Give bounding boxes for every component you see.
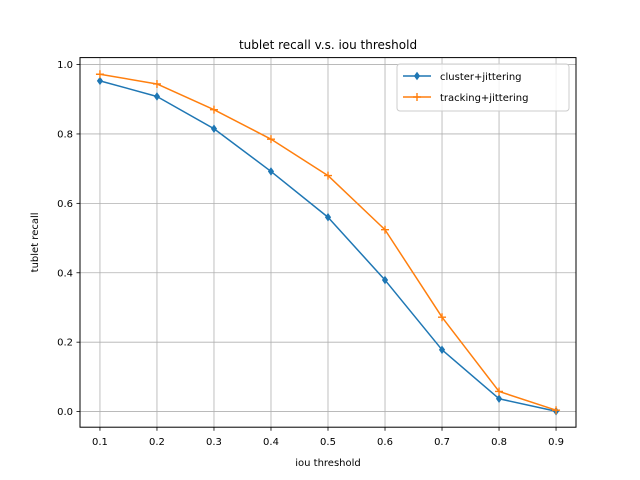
x-tick-label: 0.4: [263, 437, 279, 448]
data-point: [266, 135, 275, 144]
x-axis-ticks: 0.1 0.2 0.3 0.4 0.5 0.6 0.7 0.8 0.9: [92, 427, 564, 448]
data-point: [96, 76, 104, 86]
data-point: [152, 79, 161, 88]
y-tick-label: 0.8: [57, 129, 73, 140]
legend: cluster+jittering tracking+jittering: [396, 63, 570, 112]
legend-label: cluster+jittering: [440, 72, 522, 83]
data-point: [438, 313, 447, 322]
x-tick-label: 0.2: [149, 437, 165, 448]
x-axis-label: iou threshold: [295, 458, 361, 469]
x-tick-label: 0.3: [206, 437, 222, 448]
legend-entry: cluster+jittering: [403, 71, 522, 83]
data-point: [153, 92, 161, 101]
data-point: [438, 345, 446, 355]
chart-title: tublet recall v.s. iou threshold: [239, 38, 417, 52]
x-tick-label: 0.7: [434, 437, 450, 448]
data-point: [95, 70, 104, 79]
series-cluster-jittering: [96, 76, 560, 416]
grid-lines: [80, 57, 576, 428]
x-tick-label: 0.1: [92, 437, 108, 448]
x-tick-label: 0.5: [320, 437, 336, 448]
x-tick-label: 0.9: [548, 437, 564, 448]
x-tick-label: 0.6: [377, 437, 393, 448]
y-tick-label: 1.0: [57, 60, 73, 71]
data-point: [495, 394, 503, 404]
x-tick-label: 0.8: [491, 437, 507, 448]
legend-box: [396, 63, 570, 112]
data-point: [209, 105, 218, 114]
y-tick-label: 0.2: [57, 338, 73, 349]
data-point: [552, 406, 561, 415]
data-point: [324, 171, 332, 180]
legend-marker: [413, 93, 421, 101]
y-tick-label: 0.6: [57, 199, 73, 210]
series-layer: [95, 70, 561, 416]
series-tracking-jittering: [95, 70, 561, 415]
legend-marker: [413, 71, 421, 81]
data-point: [324, 212, 332, 222]
y-tick-label: 0.0: [57, 407, 73, 418]
data-point: [381, 225, 390, 234]
y-axis-label: tublet recall: [30, 212, 41, 272]
y-tick-label: 0.4: [57, 268, 73, 279]
data-point: [495, 387, 504, 396]
data-point: [267, 167, 275, 176]
y-axis-ticks: 0.0 0.2 0.4 0.6 0.8 1.0: [57, 60, 80, 418]
data-point: [381, 275, 389, 285]
legend-entry: tracking+jittering: [403, 93, 528, 104]
legend-label: tracking+jittering: [440, 93, 528, 104]
data-point: [210, 124, 218, 134]
